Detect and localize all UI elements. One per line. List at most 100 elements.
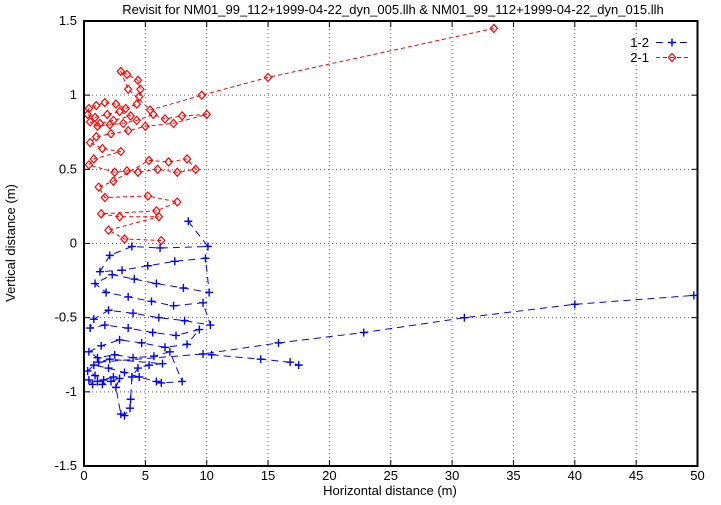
- diamond-marker: [172, 197, 182, 207]
- plus-marker: [195, 325, 204, 334]
- diamond-marker: [84, 159, 94, 170]
- plus-marker: [124, 292, 133, 301]
- diamond-marker: [91, 100, 101, 111]
- plus-marker: [158, 359, 167, 368]
- plus-marker: [165, 347, 174, 356]
- plus-marker: [84, 347, 93, 356]
- diamond-marker: [100, 192, 110, 203]
- diamond-marker: [667, 52, 677, 63]
- plus-marker: [147, 297, 156, 306]
- plus-marker: [104, 364, 113, 373]
- diamond-marker: [83, 109, 93, 120]
- diamond-marker: [85, 116, 95, 127]
- plus-marker: [127, 373, 136, 381]
- diamond-marker: [134, 91, 144, 102]
- plus-marker: [570, 300, 579, 309]
- diamond-marker: [143, 191, 153, 201]
- grid-layer: [83, 20, 698, 467]
- x-tick-label: 30: [445, 468, 459, 483]
- diamond-marker: [160, 114, 170, 124]
- plus-marker: [100, 321, 109, 330]
- plus-marker: [178, 377, 187, 386]
- plus-marker: [95, 267, 104, 276]
- diamond-marker: [156, 235, 166, 246]
- diamond-marker: [122, 69, 132, 80]
- x-tick-label: 50: [690, 468, 704, 483]
- diamond-marker: [123, 84, 133, 95]
- diamond-marker: [90, 112, 100, 123]
- plus-marker: [91, 371, 100, 380]
- diamond-marker: [202, 109, 212, 120]
- x-tick-label: 45: [629, 468, 643, 483]
- plus-marker: [152, 377, 161, 386]
- x-tick-label: 5: [142, 468, 149, 483]
- diamond-marker: [132, 99, 142, 109]
- y-tick-label: 0: [70, 236, 77, 251]
- plus-marker: [86, 324, 95, 333]
- plus-marker: [180, 316, 189, 325]
- plus-marker: [294, 361, 303, 370]
- plus-marker: [203, 242, 212, 251]
- diamond-marker: [153, 164, 163, 175]
- diamond-marker: [91, 131, 101, 142]
- diamond-marker: [140, 121, 150, 132]
- plus-marker: [116, 410, 125, 419]
- plus-marker: [205, 288, 214, 297]
- diamond-marker: [85, 137, 95, 148]
- series-2-1: [83, 23, 499, 246]
- x-tick-label: 0: [80, 468, 87, 483]
- diamond-marker: [126, 111, 136, 121]
- x-axis-label: Horizontal distance (m): [323, 483, 457, 498]
- plus-marker: [179, 284, 188, 292]
- plus-marker: [93, 377, 102, 386]
- legend-label-1-2: 1-2: [630, 35, 649, 50]
- diamond-marker: [118, 118, 128, 129]
- plus-marker: [94, 358, 103, 367]
- diamond-marker: [116, 66, 126, 77]
- plus-marker: [110, 350, 119, 359]
- y-tick-label: 0.5: [59, 161, 77, 176]
- plus-marker: [109, 373, 118, 381]
- diamond-marker: [106, 128, 116, 139]
- plus-marker: [148, 328, 157, 337]
- plus-marker: [169, 301, 178, 310]
- y-tick-label: 1: [70, 87, 77, 102]
- plus-marker: [668, 38, 676, 47]
- plus-marker: [137, 338, 146, 347]
- diamond-marker: [93, 121, 102, 132]
- x-tick-label: 20: [322, 468, 336, 483]
- tick-label-layer: 0 5 10 15 20 25 30 35 40 45 50 1.5 1 0.5 0 -0.5 -1 -1.5: [55, 13, 705, 483]
- diamond-marker: [97, 143, 107, 154]
- diamond-marker: [154, 211, 164, 222]
- diamond-marker: [89, 154, 99, 164]
- plus-marker: [120, 411, 129, 420]
- plus-marker: [172, 331, 181, 340]
- diamond-marker: [148, 109, 158, 120]
- plus-marker: [120, 368, 129, 377]
- series-line: [86, 220, 694, 417]
- diamond-marker: [122, 165, 132, 176]
- plus-marker: [124, 324, 133, 333]
- series-1-2: [83, 217, 698, 420]
- plus-marker: [199, 298, 208, 307]
- plus-marker: [207, 350, 216, 359]
- plus-marker: [102, 288, 111, 297]
- plot-border: [83, 20, 699, 467]
- diamond-marker: [169, 118, 178, 129]
- plus-marker: [88, 380, 97, 389]
- diamond-marker: [105, 119, 115, 130]
- plus-marker: [157, 378, 166, 387]
- diamond-marker: [172, 167, 182, 178]
- diamond-marker: [182, 154, 192, 164]
- plus-marker: [127, 242, 136, 251]
- plus-marker: [689, 291, 698, 300]
- x-tick-label: 40: [568, 468, 582, 483]
- diamond-marker: [104, 225, 113, 236]
- plus-marker: [286, 358, 295, 367]
- legend-label-2-1: 2-1: [630, 50, 649, 65]
- diamond-marker: [110, 167, 120, 178]
- y-tick-label: -1: [65, 384, 77, 399]
- diamond-marker: [164, 157, 174, 167]
